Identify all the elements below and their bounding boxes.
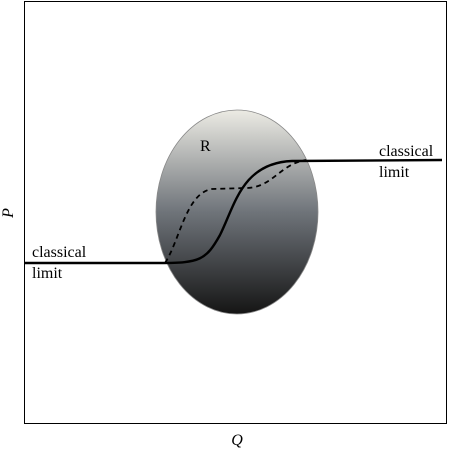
dashed-curve (164, 159, 307, 264)
y-axis-label: P (0, 208, 17, 219)
annotation-line: classical (379, 143, 434, 160)
annotation-line: classical (32, 244, 87, 261)
annotation-line: limit (379, 164, 410, 181)
annotation-line: limit (32, 265, 63, 282)
solid-curve (24, 158, 443, 265)
region-r (155, 109, 319, 315)
x-axis-label: Q (231, 432, 243, 449)
region-label: R (200, 138, 211, 155)
